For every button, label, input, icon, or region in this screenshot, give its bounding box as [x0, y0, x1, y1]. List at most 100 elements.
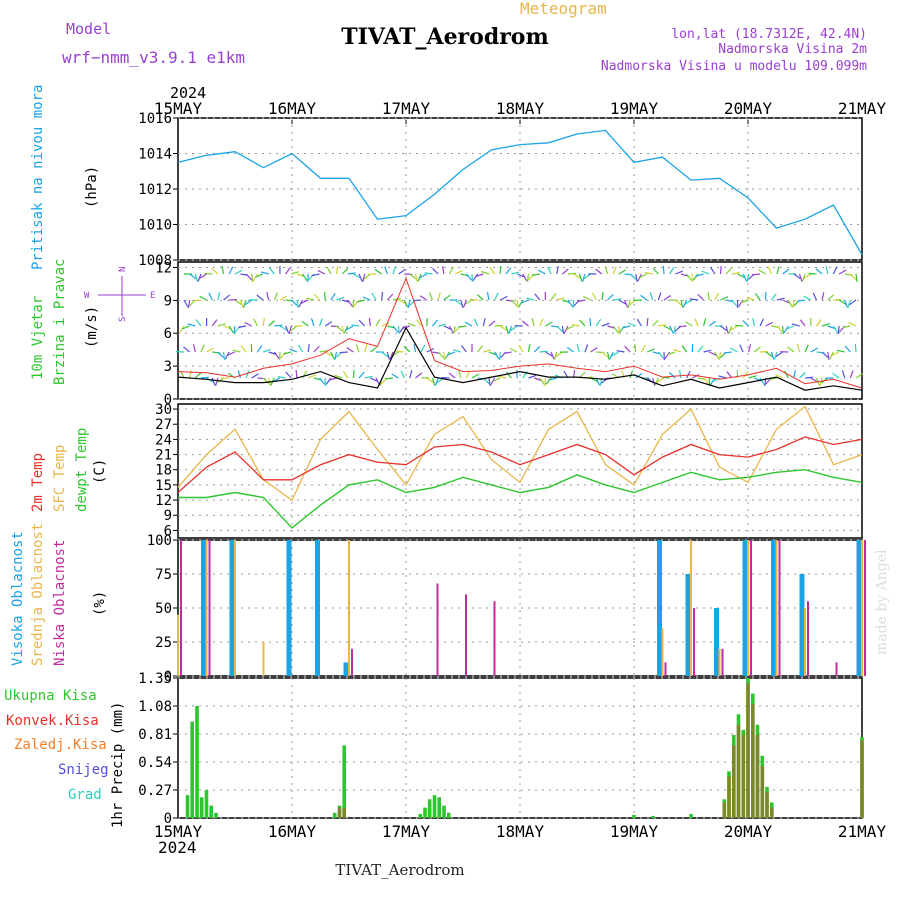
wind-arrow — [183, 299, 189, 308]
wind-arrow — [426, 377, 434, 384]
wind-arrow — [849, 370, 854, 379]
wind-arrow — [245, 273, 253, 281]
wind-arrow — [253, 318, 258, 327]
wind-arrow — [584, 344, 589, 353]
wind-arrow — [490, 377, 496, 386]
wind-arrow — [831, 351, 840, 356]
wind-arrow — [283, 351, 292, 355]
time-label-bottom: 17MAY — [382, 822, 431, 841]
wind-arrow — [444, 351, 450, 360]
wind-arrow — [854, 343, 857, 353]
wind-arrow — [833, 298, 842, 301]
wind-arrow — [623, 299, 629, 308]
wind-arrow — [712, 377, 721, 382]
wind-arrow — [618, 299, 627, 305]
wind-arrow — [725, 325, 729, 334]
cloud-low-bar — [208, 540, 211, 676]
wind-arrow — [579, 319, 586, 327]
temp-ylabel-1: 2m Temp — [30, 453, 46, 512]
wind-arrow — [277, 376, 286, 379]
wind-arrow — [710, 266, 716, 275]
wind-arrow — [582, 273, 586, 282]
wind-arrow — [782, 299, 791, 304]
wind-arrow — [324, 321, 333, 327]
wind-arrow — [719, 265, 722, 275]
wind-arrow — [268, 267, 275, 275]
wind-arrow — [288, 325, 292, 334]
time-label-top: 17MAY — [382, 99, 431, 118]
wind-arrow — [189, 369, 192, 379]
compass-w: W — [84, 291, 90, 301]
wind-arrow — [262, 348, 271, 353]
time-label-top: 21MAY — [838, 99, 887, 118]
wind-arrow — [251, 273, 254, 283]
wind-arrow — [836, 349, 845, 353]
wind-arrow — [844, 299, 848, 308]
wind-arrow — [409, 273, 417, 280]
wind-arrow — [255, 273, 264, 278]
wind-arrow — [508, 325, 513, 334]
cloud-unit: (%) — [92, 591, 108, 616]
wind-arrow — [437, 351, 444, 359]
wind-arrow — [370, 377, 378, 382]
wind-arrow — [252, 273, 258, 282]
wind-arrow — [347, 272, 356, 275]
wind-arrow — [341, 325, 345, 334]
cloud-low-bar — [351, 648, 353, 676]
wind-arrow — [351, 324, 360, 327]
precip-total-bar — [651, 815, 655, 818]
time-label-bottom: 21MAY — [838, 822, 887, 841]
wind-arrow — [381, 291, 384, 301]
wind-arrow — [684, 299, 693, 305]
wind-arrow — [765, 351, 773, 357]
precip-tick-label: 1.08 — [138, 699, 172, 715]
wind-arrow — [289, 348, 298, 353]
wind-arrow — [793, 369, 796, 379]
wind-arrow — [787, 346, 795, 353]
wind-arrow — [664, 351, 671, 359]
wind-arrow — [187, 323, 196, 327]
wind-arrow — [413, 343, 417, 353]
pressure-tick-label: 1008 — [138, 253, 172, 269]
wind-arrow — [539, 318, 544, 327]
year-top: 2024 — [170, 84, 206, 102]
wind-arrow — [499, 325, 508, 331]
precip-conv-bar — [736, 724, 741, 818]
wind-arrow — [804, 344, 809, 353]
wind-tick-label: 9 — [164, 293, 172, 309]
wind-arrow — [550, 293, 557, 301]
wind-arrow — [200, 376, 209, 379]
wind-arrow — [437, 323, 447, 327]
wind-arrow — [330, 351, 335, 360]
wind-arrow — [290, 299, 298, 307]
wind-arrow — [233, 325, 236, 335]
wind-arrow — [266, 292, 270, 301]
wind-arrow — [770, 351, 775, 360]
time-label-top: 20MAY — [724, 99, 773, 118]
wind-arrow — [189, 273, 197, 280]
wind-arrow — [347, 299, 353, 307]
wind-arrow — [649, 292, 654, 301]
wind-arrow — [731, 271, 740, 275]
wind-arrow — [827, 294, 835, 301]
cloud-high-bar — [714, 608, 719, 676]
wind-arrow — [635, 273, 638, 283]
wind-arrow — [827, 351, 830, 360]
precip-conv-bar — [722, 802, 727, 818]
wind-arrow — [754, 293, 761, 301]
wind-arrow — [613, 298, 622, 301]
wind-arrow — [730, 325, 738, 331]
wind-arrow — [640, 294, 648, 301]
precip-total-bar — [437, 797, 441, 818]
wind-arrow — [718, 351, 722, 360]
cloud-low-bar — [750, 540, 752, 676]
wind-arrow — [782, 268, 790, 275]
wind-arrow — [407, 299, 411, 309]
wind-arrow — [589, 317, 592, 327]
wind-arrow — [442, 266, 445, 275]
compass-n: N — [118, 267, 128, 272]
wind-arrow — [217, 351, 224, 359]
time-axis-bottom: 15MAY 16MAY 17MAY 18MAY 19MAY 20MAY 21MAY — [154, 822, 887, 841]
time-label-top: 19MAY — [610, 99, 659, 118]
wind-arrow — [607, 293, 614, 301]
